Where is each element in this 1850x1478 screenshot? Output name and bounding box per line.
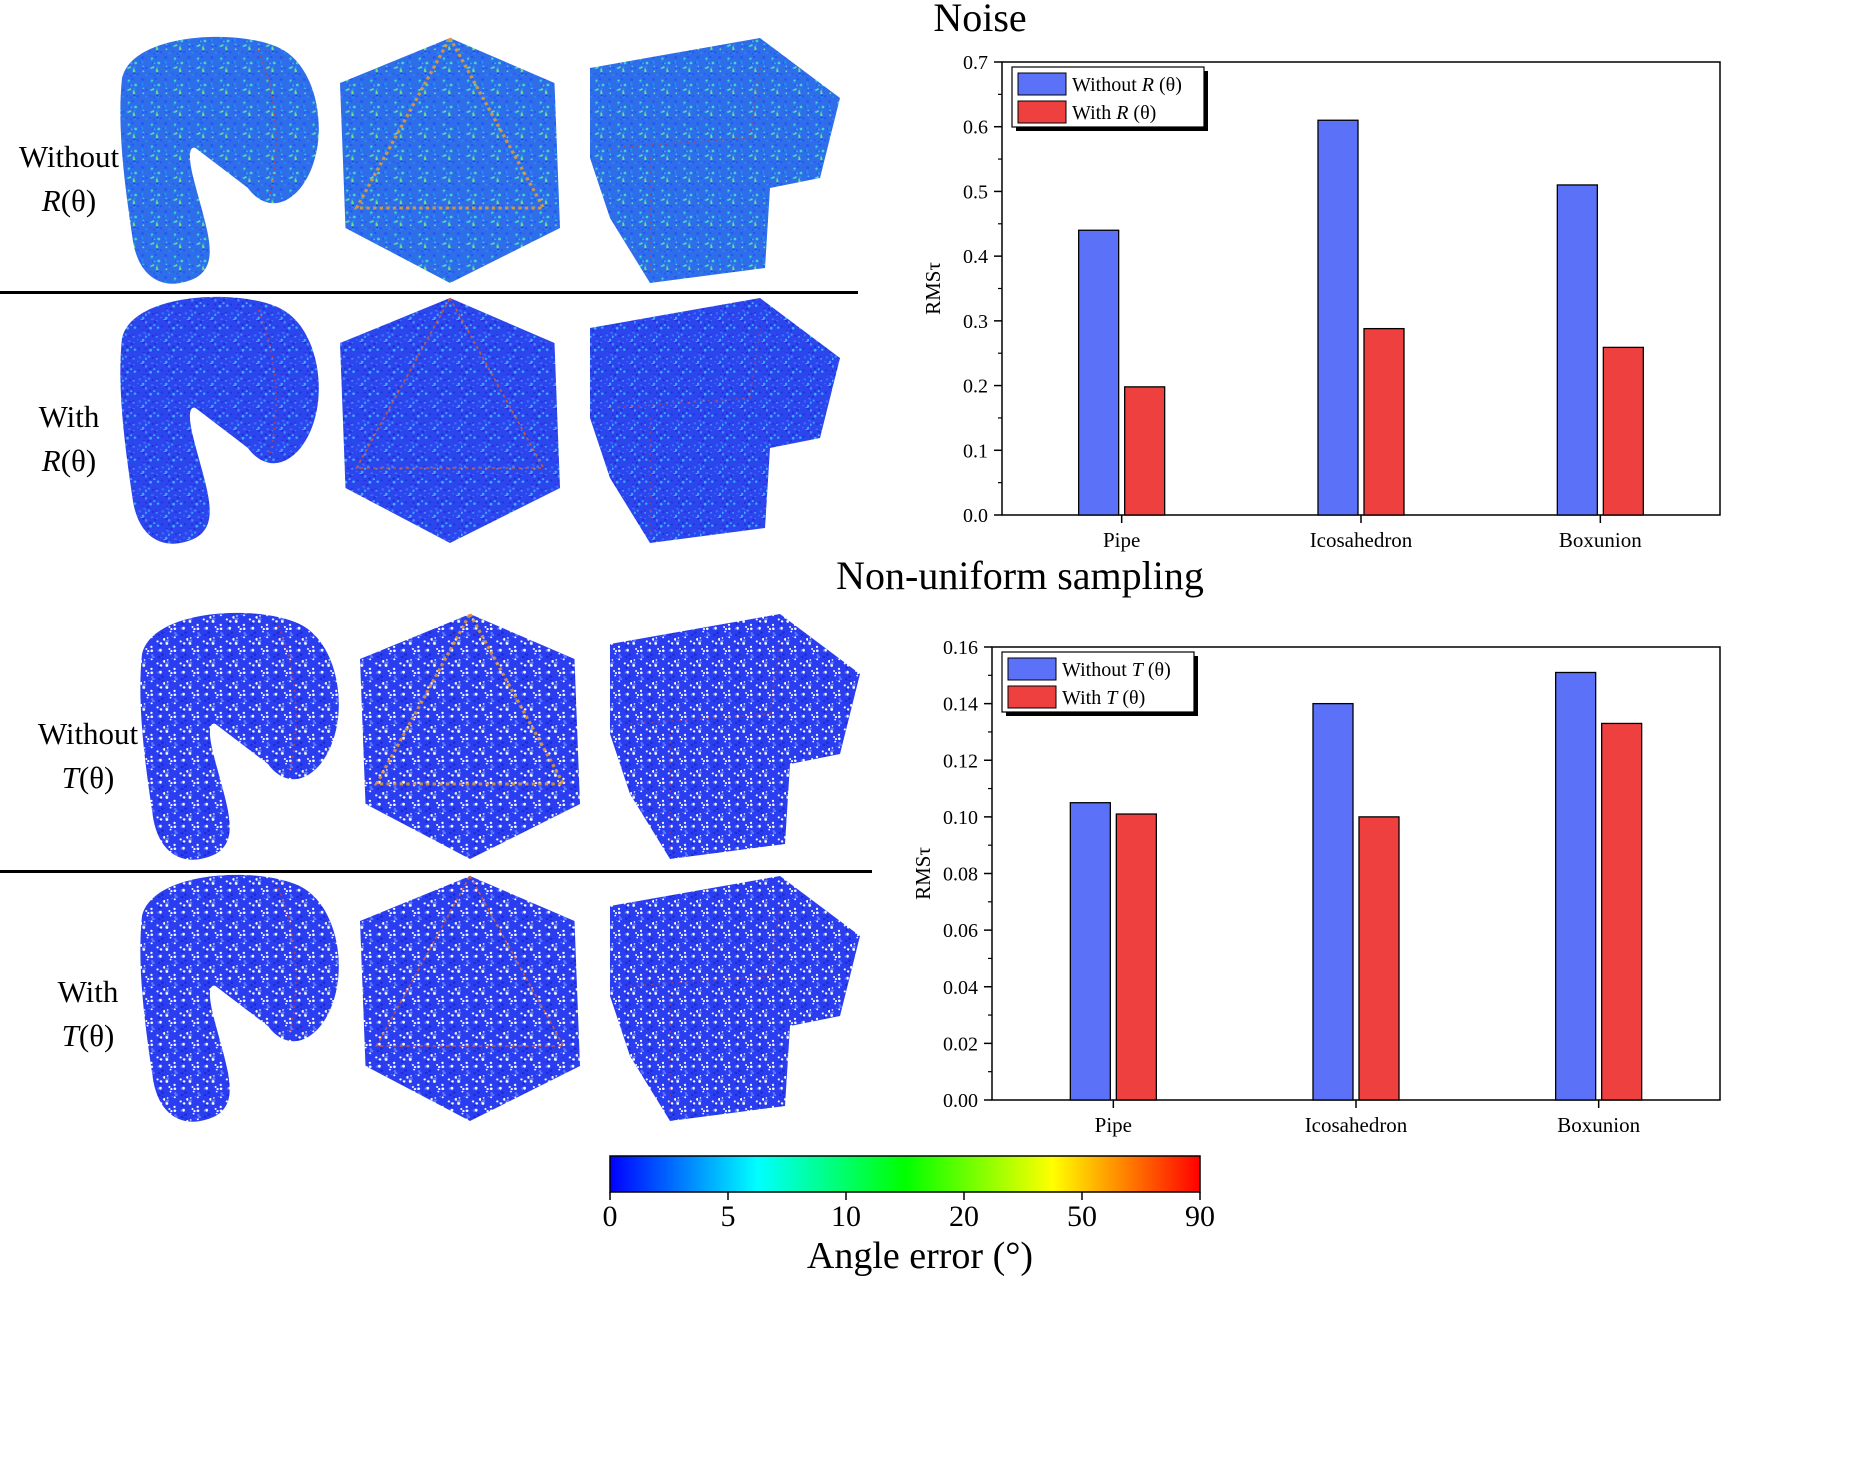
angle-error-colorbar: 0 5 10 20 50 90 Angle error (°) [603, 1155, 1215, 1277]
bar-boxunion-series-1 [1601, 722, 1643, 1101]
bar-pipe-series-0 [1069, 802, 1111, 1101]
bar-icosahedron-series-1 [1358, 816, 1400, 1101]
icosahedron-shape [360, 874, 580, 1121]
divider-noise [0, 291, 858, 294]
boxunion-shape [590, 38, 840, 283]
y-tick-label: 0.3 [963, 311, 988, 333]
y-tick-label: 0.14 [943, 694, 978, 716]
legend-swatch [1017, 72, 1067, 96]
bar-boxunion-series-0 [1556, 184, 1598, 516]
pipe-shape [120, 36, 319, 284]
y-tick-label: 0.6 [963, 117, 988, 139]
row-label-without-r: Without R(θ) [18, 139, 120, 218]
x-tick-label: Pipe [1095, 1113, 1132, 1137]
y-tick-label: 0.4 [963, 246, 988, 268]
legend-swatch [1007, 685, 1057, 709]
divider-sampling [0, 870, 872, 873]
bar-boxunion-series-0 [1555, 671, 1597, 1101]
bar-pipe-series-1 [1115, 813, 1157, 1101]
colorbar-tick-label: 20 [949, 1200, 979, 1233]
colorbar-tick-label: 10 [831, 1200, 861, 1233]
legend-swatch [1007, 657, 1057, 681]
y-tick-label: 0.7 [963, 52, 988, 74]
y-tick-label: 0.5 [963, 181, 988, 203]
boxunion-shape [610, 614, 860, 859]
y-tick-label: 0.08 [943, 864, 978, 886]
y-tick-label: 0.02 [943, 1033, 978, 1055]
legend-label: Without T (θ) [1062, 659, 1171, 681]
colorbar-tick-label: 0 [603, 1200, 618, 1233]
row-label-with-r: With R(θ) [38, 399, 100, 478]
y-tick-label: 0.04 [943, 977, 978, 999]
colorbar-tick-label: 90 [1185, 1200, 1215, 1233]
y-tick-label: 0.2 [963, 376, 988, 398]
bar-icosahedron-series-0 [1312, 702, 1354, 1101]
x-tick-label: Boxunion [1559, 528, 1642, 552]
colorbar-tick-label: 5 [721, 1200, 736, 1233]
legend-label: Without R (θ) [1072, 74, 1182, 96]
legend-swatch [1017, 100, 1067, 124]
legend: Without R (θ) With R (θ) [1011, 66, 1208, 131]
legend-label: With T (θ) [1062, 687, 1145, 709]
x-tick-label: Boxunion [1557, 1113, 1640, 1137]
x-tick-label: Icosahedron [1310, 528, 1413, 552]
colorbar-tick-label: 50 [1067, 1200, 1097, 1233]
x-tick-label: Pipe [1103, 528, 1140, 552]
pipe-shape [120, 296, 319, 544]
pipe-shape [140, 874, 339, 1122]
point-cloud-renderings [120, 34, 860, 1122]
noise-bar-chart: 0.0 0.1 0.2 0.3 0.4 0.5 0.6 0.7 RMSτ Pipe Icosahed… [921, 52, 1721, 552]
y-tick-label: 0.12 [943, 750, 978, 772]
bar-icosahedron-series-1 [1363, 327, 1405, 516]
y-tick-label: 0.1 [963, 440, 988, 462]
sampling-bar-chart: 0.00 0.02 0.04 0.06 0.08 0.10 0.12 0.14 0.16 RMSτ… [911, 637, 1721, 1137]
colorbar-gradient [609, 1155, 1201, 1193]
pipe-shape [140, 612, 339, 860]
y-tick-label: 0.06 [943, 920, 978, 942]
noise-title: Noise [933, 0, 1027, 40]
y-axis-label: RMSτ [921, 262, 945, 315]
y-tick-label: 0.0 [963, 505, 988, 527]
x-tick-label: Icosahedron [1305, 1113, 1408, 1137]
bar-pipe-series-0 [1078, 229, 1120, 516]
y-axis-label: RMSτ [911, 847, 935, 900]
row-label-without-t: Without T(θ) [37, 716, 139, 795]
y-tick-label: 0.00 [943, 1090, 978, 1112]
boxunion-shape [590, 298, 840, 543]
icosahedron-shape [340, 296, 560, 543]
icosahedron-shape [360, 610, 580, 859]
legend: Without T (θ) With T (θ) [1001, 651, 1198, 716]
y-tick-label: 0.16 [943, 637, 978, 659]
colorbar-label: Angle error (°) [807, 1235, 1033, 1277]
boxunion-shape [610, 876, 860, 1121]
legend-label: With R (θ) [1072, 102, 1156, 124]
bar-boxunion-series-1 [1602, 346, 1644, 516]
bar-pipe-series-1 [1124, 386, 1166, 516]
bar-icosahedron-series-0 [1317, 119, 1359, 516]
y-tick-label: 0.10 [943, 807, 978, 829]
icosahedron-shape [340, 34, 560, 283]
non-uniform-sampling-title: Non-uniform sampling [836, 553, 1204, 598]
row-label-with-t: With T(θ) [57, 974, 119, 1053]
